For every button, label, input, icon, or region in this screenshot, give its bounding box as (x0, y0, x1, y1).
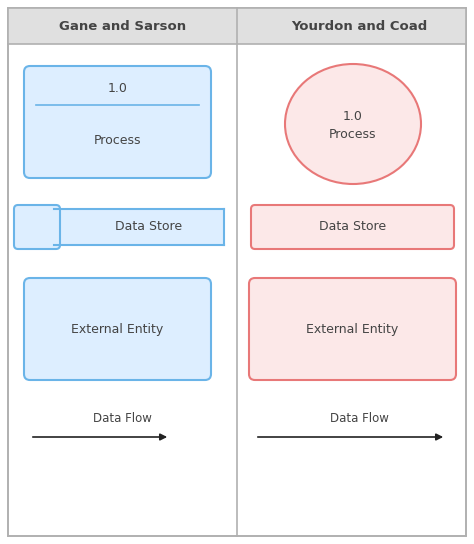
Text: 1.0: 1.0 (343, 109, 363, 122)
Text: Data Flow: Data Flow (93, 412, 152, 425)
FancyBboxPatch shape (24, 66, 211, 178)
Text: Data Flow: Data Flow (330, 412, 389, 425)
Text: Process: Process (94, 133, 141, 146)
FancyBboxPatch shape (14, 205, 60, 249)
Bar (54, 209, 224, 245)
Text: Process: Process (329, 127, 377, 140)
Text: Data Store: Data Store (319, 220, 386, 233)
Text: 1.0: 1.0 (108, 83, 128, 96)
Bar (8, 8, 466, 44)
FancyBboxPatch shape (249, 278, 456, 380)
Text: Data Store: Data Store (116, 220, 182, 233)
FancyBboxPatch shape (24, 278, 211, 380)
Text: Gane and Sarson: Gane and Sarson (59, 20, 186, 33)
Text: External Entity: External Entity (72, 323, 164, 336)
Text: Yourdon and Coad: Yourdon and Coad (292, 20, 428, 33)
FancyBboxPatch shape (251, 205, 454, 249)
Ellipse shape (285, 64, 421, 184)
Text: External Entity: External Entity (306, 323, 399, 336)
